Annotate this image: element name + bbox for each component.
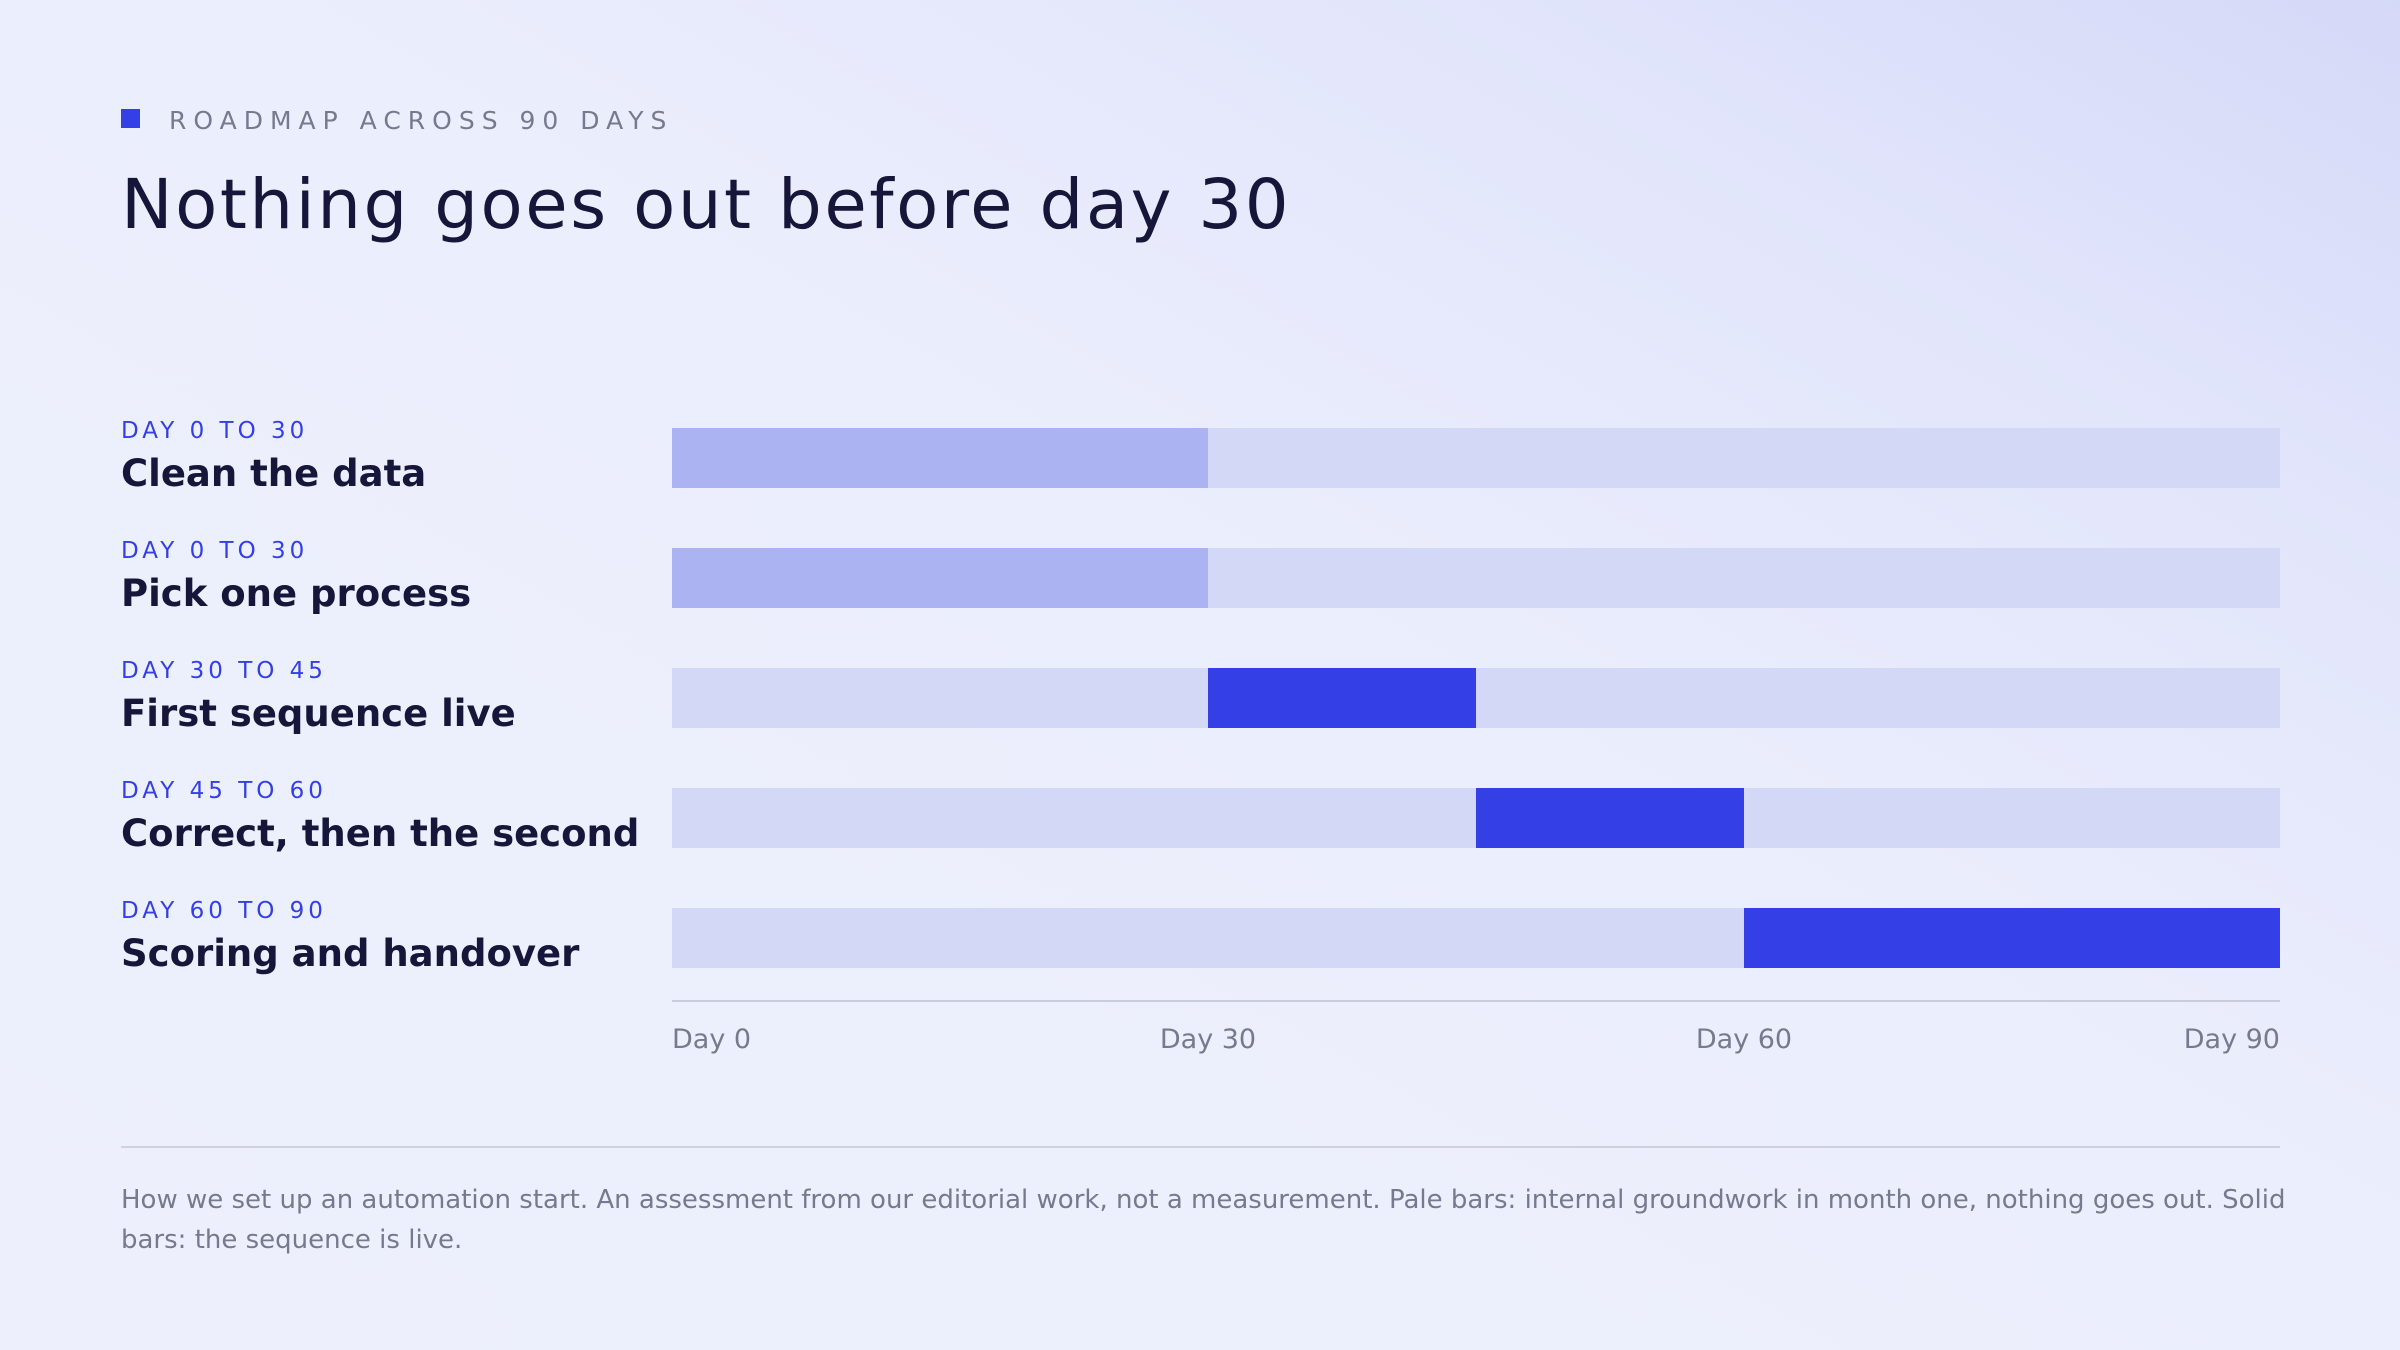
row-task-name: Correct, then the second [121,812,640,855]
row-task-name: Clean the data [121,452,427,495]
bar-track [672,428,2280,488]
row-task-name: First sequence live [121,692,516,735]
bar-track [672,548,2280,608]
row-range-label: DAY 0 TO 30 [121,418,309,444]
gantt-bar-solid [1476,788,1744,848]
gantt-bar-pale [672,428,1208,488]
bar-track [672,908,2280,968]
footnote: How we set up an automation start. An as… [121,1185,2286,1255]
row-label: DAY 0 TO 30 Clean the data [121,416,641,498]
x-tick-label: Day 90 [2184,1024,2280,1055]
row-range-label: DAY 0 TO 30 [121,538,309,564]
gantt-bar-solid [1744,908,2280,968]
row-range-label: DAY 60 TO 90 [121,898,327,924]
x-tick-label: Day 60 [1696,1024,1792,1055]
eyebrow-label: ROADMAP ACROSS 90 DAYS [169,106,674,135]
row-task-name: Scoring and handover [121,932,580,975]
row-range-label: DAY 30 TO 45 [121,658,327,684]
eyebrow-square-icon [121,109,140,128]
row-label: DAY 30 TO 45 First sequence live [121,656,641,738]
bar-track [672,668,2280,728]
row-label: DAY 45 TO 60 Correct, then the second [121,776,641,858]
row-label: DAY 0 TO 30 Pick one process [121,536,641,618]
page-title: Nothing goes out before day 30 [121,165,1292,245]
x-tick-label: Day 30 [1160,1024,1256,1055]
x-tick-label: Day 0 [672,1024,751,1055]
row-label: DAY 60 TO 90 Scoring and handover [121,896,641,978]
gantt-bar-pale [672,548,1208,608]
bar-track [672,788,2280,848]
gantt-bar-solid [1208,668,1476,728]
divider [121,1146,2280,1148]
row-range-label: DAY 45 TO 60 [121,778,327,804]
row-task-name: Pick one process [121,572,472,615]
